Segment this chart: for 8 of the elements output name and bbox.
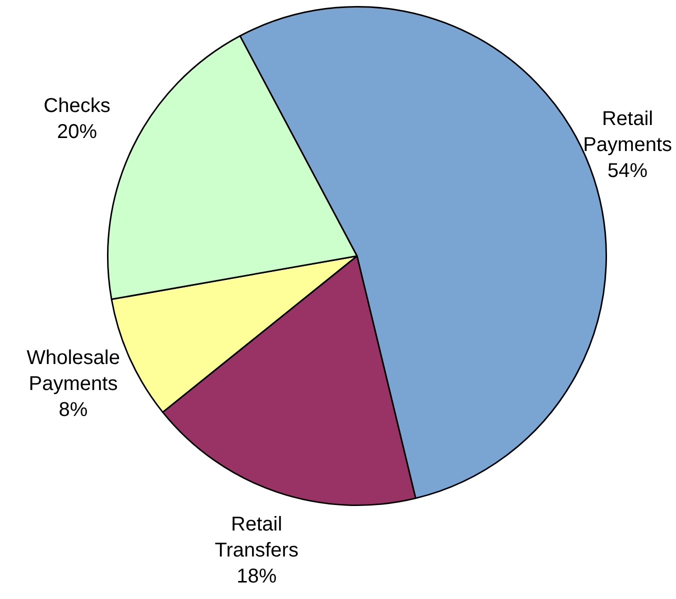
data-label: 54% [608, 160, 648, 182]
data-label: 20% [56, 120, 98, 143]
slice-label: Retail Transfers [214, 513, 298, 562]
slice-label: Checks [44, 94, 110, 117]
data-label: 8% [58, 399, 88, 422]
data-label: 18% [236, 565, 277, 588]
slice-label: Wholesale Payments [26, 347, 120, 396]
slice-label: Retail Payments [583, 108, 672, 156]
